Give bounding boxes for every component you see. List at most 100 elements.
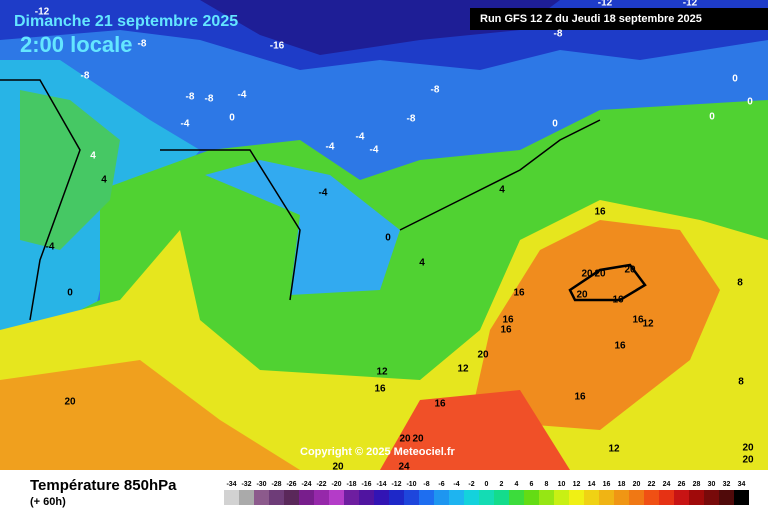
time-label: 2:00 locale — [20, 32, 133, 57]
legend-swatch — [599, 490, 614, 505]
contour-label: 16 — [500, 325, 512, 336]
legend-tick-label: -22 — [316, 481, 326, 488]
contour-label: 16 — [594, 207, 606, 218]
contour-label: 16 — [374, 384, 386, 395]
contour-label: -4 — [326, 142, 335, 153]
contour-label: -8 — [554, 29, 563, 40]
contour-label: -12 — [683, 0, 698, 9]
legend-swatch — [674, 490, 689, 505]
legend-swatch — [299, 490, 314, 505]
legend-swatch — [734, 490, 749, 505]
contour-label: -4 — [46, 242, 55, 253]
contour-label: -8 — [431, 85, 440, 96]
contour-label: 20 — [412, 434, 424, 445]
legend-tick-label: -14 — [376, 481, 386, 488]
legend-tick-label: 28 — [693, 481, 701, 488]
contour-label: 4 — [90, 151, 96, 162]
legend-tick-label: 4 — [515, 481, 519, 488]
legend-tick-label: -32 — [241, 481, 251, 488]
legend-tick-label: 18 — [618, 481, 626, 488]
legend-swatch — [704, 490, 719, 505]
legend-tick-label: 32 — [723, 481, 731, 488]
legend-swatch — [584, 490, 599, 505]
contour-label: 0 — [552, 119, 558, 130]
date-label: Dimanche 21 septembre 2025 — [14, 13, 238, 30]
contour-label: 0 — [732, 74, 738, 85]
legend-swatch — [644, 490, 659, 505]
lead-time: (+ 60h) — [30, 496, 66, 508]
legend-swatch — [284, 490, 299, 505]
contour-label: 0 — [709, 112, 715, 123]
legend-swatch — [239, 490, 254, 505]
legend-swatch — [404, 490, 419, 505]
legend-tick-label: -8 — [423, 481, 429, 488]
contour-label: 16 — [574, 392, 586, 403]
legend-tick-label: 26 — [678, 481, 686, 488]
contour-label: 16 — [632, 315, 644, 326]
contour-label: 16 — [434, 399, 446, 410]
contour-label: -8 — [186, 92, 195, 103]
legend-swatch — [419, 490, 434, 505]
contour-label: -4 — [370, 145, 379, 156]
contour-label: 4 — [101, 175, 107, 186]
contour-label: 4 — [419, 258, 425, 269]
legend-swatch — [554, 490, 569, 505]
contour-label: 16 — [513, 288, 525, 299]
legend-swatch — [629, 490, 644, 505]
contour-label: 12 — [608, 444, 620, 455]
legend-tick-label: 10 — [558, 481, 566, 488]
legend-swatch — [329, 490, 344, 505]
legend-tick-label: -28 — [271, 481, 281, 488]
legend-tick-label: -12 — [391, 481, 401, 488]
legend-swatch — [389, 490, 404, 505]
contour-label: -8 — [407, 114, 416, 125]
legend-tick-label: 14 — [588, 481, 596, 488]
contour-label: 20 — [332, 462, 344, 473]
contour-label: 12 — [642, 319, 654, 330]
legend-tick-label: 24 — [663, 481, 671, 488]
legend-tick-label: 12 — [573, 481, 581, 488]
contour-label: -12 — [35, 7, 50, 18]
legend-tick-label: -2 — [468, 481, 474, 488]
legend-swatch — [374, 490, 389, 505]
legend-tick-label: 30 — [708, 481, 716, 488]
legend-tick-label: -30 — [256, 481, 266, 488]
contour-label: 20 — [594, 269, 606, 280]
legend-swatch — [449, 490, 464, 505]
legend-swatch — [494, 490, 509, 505]
legend-swatch — [314, 490, 329, 505]
contour-label: 24 — [398, 462, 410, 473]
legend-tick-label: 22 — [648, 481, 656, 488]
legend-tick-label: 34 — [738, 481, 746, 488]
contour-label: -8 — [138, 39, 147, 50]
contour-label: 20 — [742, 443, 754, 454]
legend-tick-label: -20 — [331, 481, 341, 488]
contour-label: -8 — [205, 94, 214, 105]
copyright: Copyright © 2025 Meteociel.fr — [300, 446, 456, 458]
legend-tick-label: 16 — [603, 481, 611, 488]
legend-swatch — [569, 490, 584, 505]
contour-label: 20 — [64, 397, 76, 408]
legend-tick-label: -4 — [453, 481, 459, 488]
run-label: Run GFS 12 Z du Jeudi 18 septembre 2025 — [480, 13, 702, 25]
legend-tick-label: 8 — [545, 481, 549, 488]
contour-label: 12 — [376, 367, 388, 378]
legend-tick-label: -6 — [438, 481, 444, 488]
contour-label: -8 — [81, 71, 90, 82]
legend-swatch — [524, 490, 539, 505]
legend-tick-label: 2 — [500, 481, 504, 488]
contour-label: -4 — [356, 132, 365, 143]
legend-tick-label: 0 — [485, 481, 489, 488]
contour-label: 0 — [747, 97, 753, 108]
legend-tick-label: -10 — [406, 481, 416, 488]
contour-label: 20 — [624, 265, 636, 276]
legend-swatch — [359, 490, 374, 505]
contour-label: 4 — [499, 185, 505, 196]
legend-swatch — [254, 490, 269, 505]
legend-swatch — [659, 490, 674, 505]
contour-label: 0 — [385, 233, 391, 244]
legend-tick-label: -34 — [226, 481, 236, 488]
contour-label: -4 — [181, 119, 190, 130]
